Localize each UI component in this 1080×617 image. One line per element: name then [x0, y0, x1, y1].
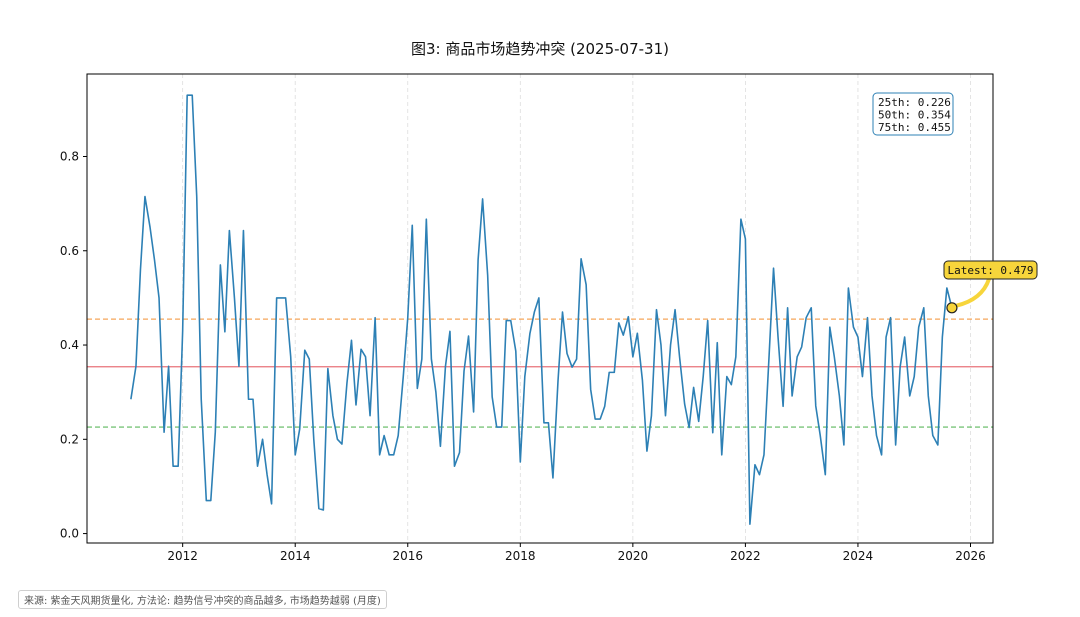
series-layer	[130, 94, 953, 525]
y-tick-label: 0.0	[60, 527, 79, 541]
y-tick-label: 0.8	[60, 149, 79, 163]
source-note: 来源: 紫金天风期货量化, 方法论: 趋势信号冲突的商品越多, 市场趋势越弱 (…	[18, 590, 387, 609]
stats-line: 25th: 0.226	[878, 96, 951, 109]
x-tick-label: 2018	[505, 549, 536, 563]
x-tick-label: 2012	[167, 549, 198, 563]
x-axis: 2012 2014 2016 2018 2020 2022 2024 2026	[167, 543, 986, 563]
latest-marker	[946, 302, 958, 314]
grid-lines	[182, 74, 971, 543]
x-tick-label: 2014	[280, 549, 311, 563]
chart: 图3: 商品市场趋势冲突 (2025-07-31) 2012 2014 2016 20…	[60, 40, 1038, 563]
latest-annotation: Latest: 0.479	[943, 260, 1038, 314]
latest-label: Latest: 0.479	[947, 264, 1033, 277]
stats-line: 50th: 0.354	[878, 109, 951, 122]
x-tick-label: 2024	[843, 549, 874, 563]
plot-frame	[86, 73, 994, 544]
y-axis: 0.0 0.2 0.4 0.6 0.8	[60, 149, 87, 541]
x-tick-label: 2020	[618, 549, 649, 563]
stats-box-frame	[872, 92, 954, 136]
x-tick-label: 2016	[392, 549, 423, 563]
y-tick-label: 0.4	[60, 338, 79, 352]
y-tick-label: 0.6	[60, 244, 79, 258]
stats-line: 75th: 0.455	[878, 121, 951, 134]
y-tick-label: 0.2	[60, 432, 79, 446]
latest-label-box	[943, 260, 1038, 280]
latest-arrow	[953, 277, 991, 308]
series-line	[130, 94, 953, 525]
chart-title: 图3: 商品市场趋势冲突 (2025-07-31)	[411, 40, 669, 58]
x-tick-label: 2026	[955, 549, 986, 563]
x-tick-label: 2022	[730, 549, 761, 563]
